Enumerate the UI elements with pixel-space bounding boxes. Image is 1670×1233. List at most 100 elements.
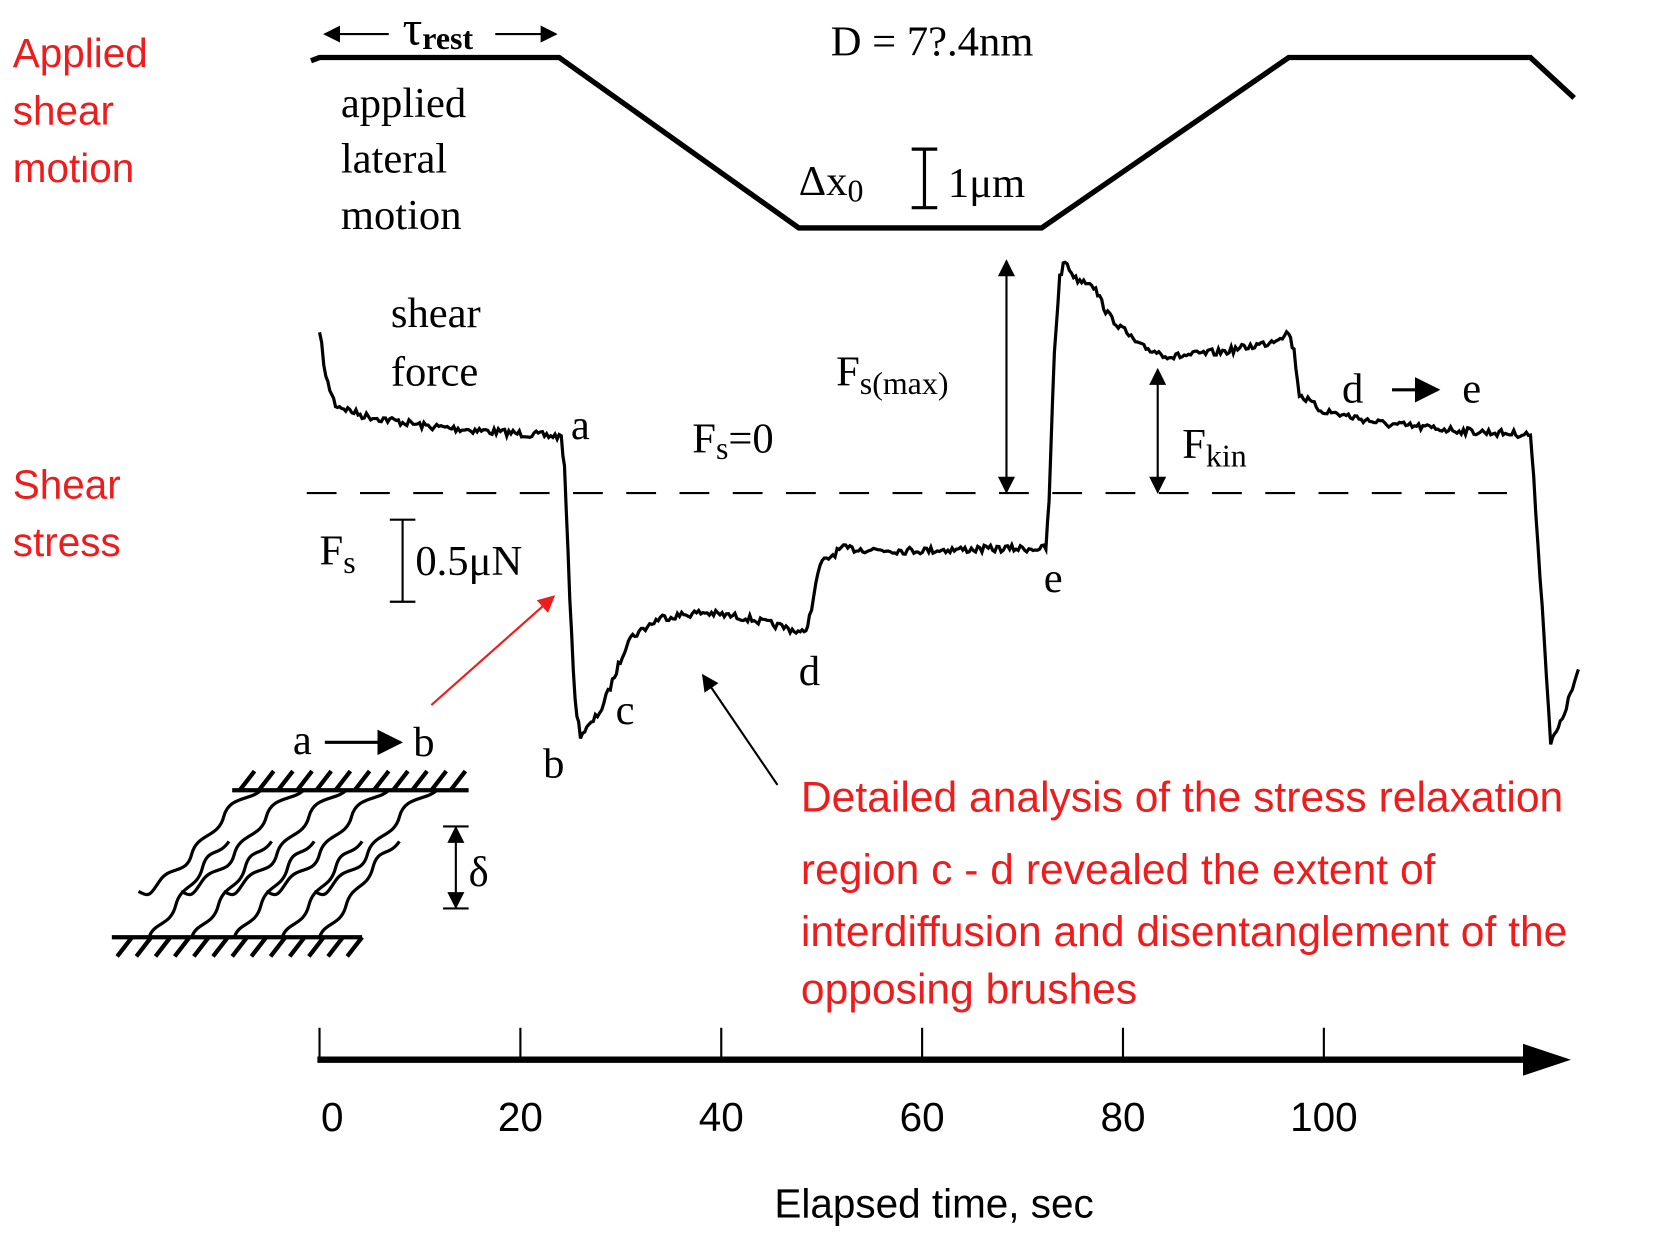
note-line: interdiffusion and disentanglement of th… [801,908,1567,956]
hatch [345,935,364,958]
tau: τ [403,1,423,56]
force-label: force [391,349,478,396]
chain [190,840,273,938]
scale-bar [389,518,416,603]
hatch [314,769,333,792]
side-label: shear [13,88,114,134]
chain [147,840,231,938]
tick-label: 60 [900,1094,945,1140]
hatch [448,769,468,792]
point-label: a [293,717,312,764]
x-axis-title: Elapsed time, sec [774,1180,1093,1226]
hatch [295,769,314,792]
chain [222,789,348,897]
chain [318,840,401,938]
force-label: shear [391,290,481,337]
point-label: e [1044,555,1063,602]
ticks: 0 20 40 60 80 100 [318,1027,1358,1140]
motion-label: lateral [341,136,447,183]
scale-bar [911,147,938,210]
distance: D = 7?.4nm [831,18,1034,65]
dx-scale: 1μm [948,160,1025,207]
side-label: Applied [13,30,148,76]
point-label: a [571,402,590,449]
arrow [430,595,556,706]
chain [265,789,390,897]
delta: δ [469,849,489,896]
hatch [249,935,268,958]
chain [137,789,263,897]
point-label: d [799,648,820,695]
dx: Δx [799,158,848,205]
fs-scale: 0.5μN [415,538,522,585]
fsmax-label: Fs(max) [836,349,948,402]
hatch [237,769,257,792]
side-label: motion [13,145,134,191]
point-label: b [543,740,564,787]
hatch [307,935,326,958]
f: F [836,349,860,396]
sub: kin [1206,438,1247,473]
hatch [192,935,211,958]
hatch [134,935,153,958]
hatch [153,935,173,958]
side-label: stress [13,519,121,565]
f: F [692,416,716,463]
side-label: Shear [13,461,121,507]
point-label: c [616,687,635,734]
fs0-label: Fs=0 [692,416,773,466]
note-line: opposing brushes [801,965,1137,1013]
hatch [268,935,288,958]
hatch [172,935,192,958]
stress-trace [317,260,1580,745]
chain [313,789,438,897]
hatch [410,769,429,792]
hatch [352,769,372,792]
tick-label: 0 [321,1094,344,1140]
brush-sketch [111,769,469,958]
tick-label: 20 [498,1094,543,1140]
tick-label: 100 [1290,1094,1358,1140]
note-line: Detailed analysis of the stress relaxati… [801,774,1563,822]
point-label: e [1462,366,1481,413]
sub: s(max) [860,366,949,401]
arrow [701,673,779,786]
chain [232,840,316,938]
tau-sub: rest [422,21,473,56]
note-line: region c - d revealed the extent of [801,846,1436,894]
fs-label: Fs [320,527,356,580]
motion-label: applied [341,80,466,127]
axis-arrow [1523,1043,1571,1076]
dx-label: Δx0 [799,158,864,208]
point-label: b [413,719,434,766]
f: F [1182,421,1206,468]
fkin-label: Fkin [1182,421,1247,474]
tick-label: 40 [699,1094,744,1140]
hatch [115,935,134,958]
hatch [372,769,391,792]
hatch [211,935,230,958]
hatch [391,769,410,792]
point-label: d [1342,366,1363,413]
sub: s [716,431,728,466]
hatch [276,769,295,792]
eq: =0 [728,416,773,463]
chain [180,789,305,897]
tau-label: τrest [403,1,474,56]
hatch [429,769,448,792]
hatch [333,769,353,792]
tick-label: 80 [1100,1094,1145,1140]
hatch [257,769,276,792]
hatch [288,935,307,958]
f: F [320,527,344,574]
motion-label: motion [341,192,462,239]
hatch [230,935,249,958]
motion-trace [310,54,1576,231]
sub: s [343,545,355,580]
chain [280,840,364,938]
hatch [326,935,345,958]
dx-sub: 0 [847,173,863,208]
